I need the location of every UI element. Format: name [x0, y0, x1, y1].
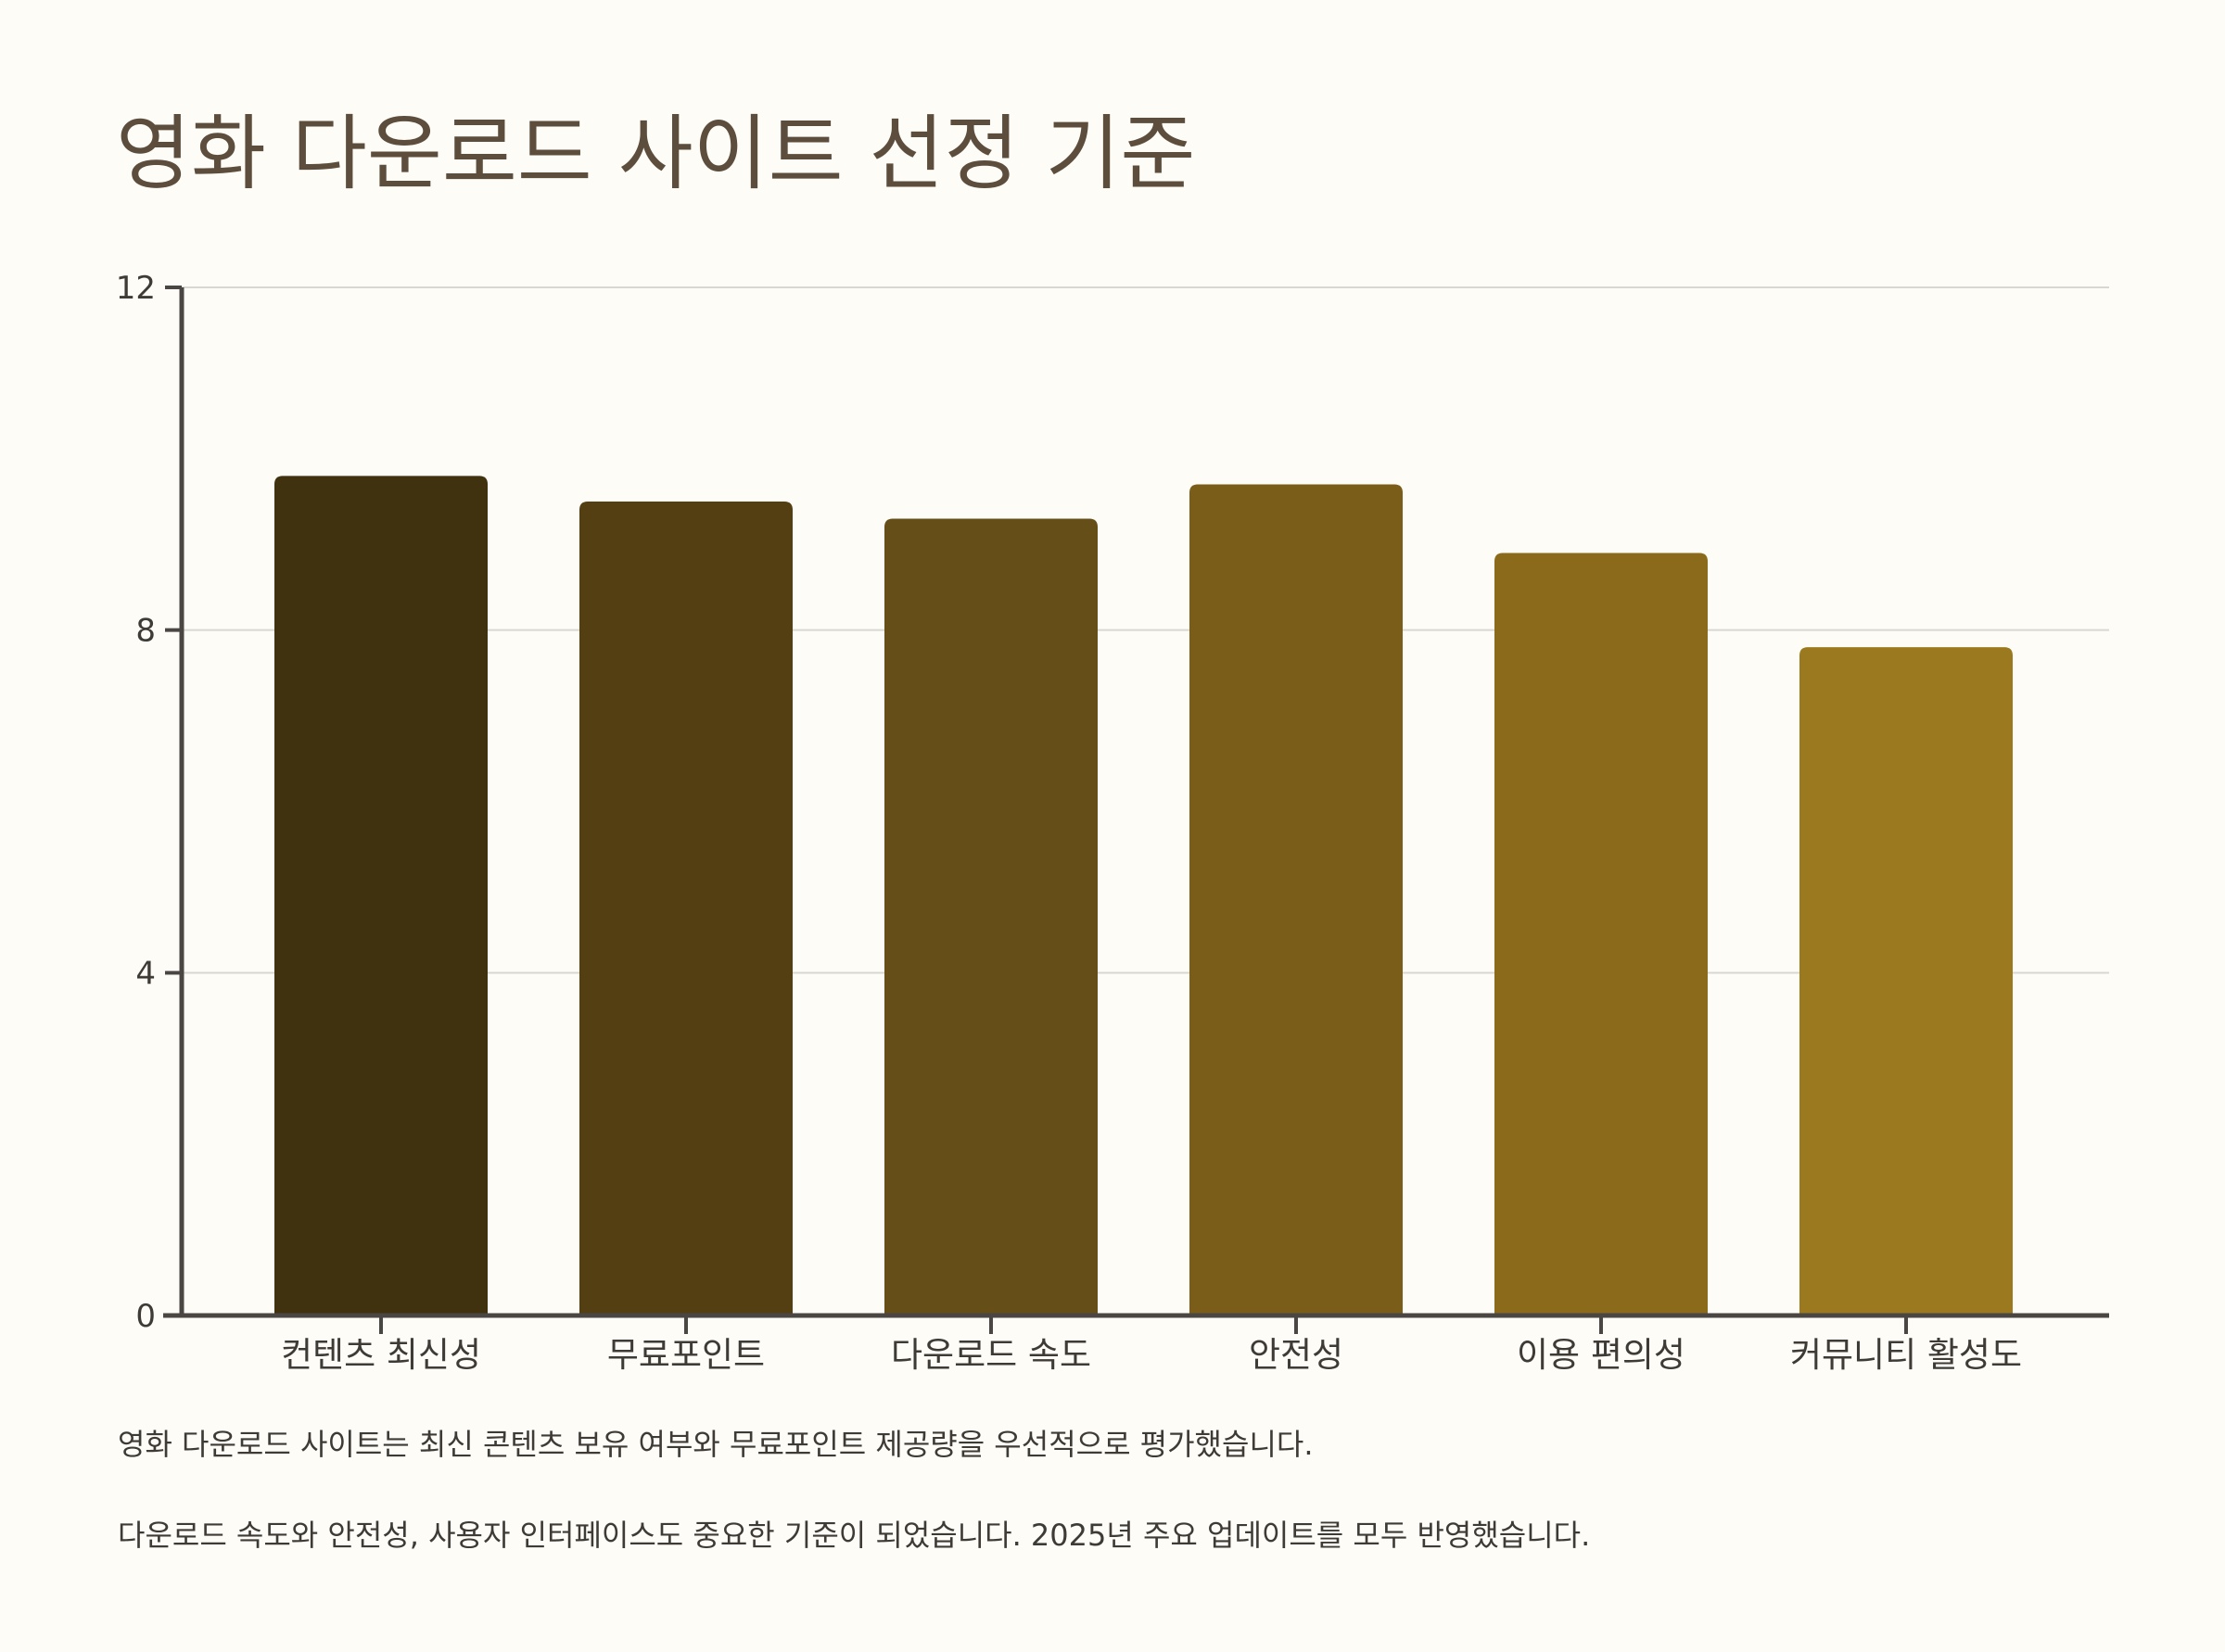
y-tick-label: 4	[135, 955, 156, 992]
page-title: 영화 다운로드 사이트 선정 기준	[116, 106, 1196, 201]
bars	[274, 476, 2013, 1315]
note-text-1: 영화 다운로드 사이트는 최신 콘텐츠 보유 여부와 무료포인트 제공량을 우선…	[118, 1427, 1314, 1462]
x-category-label: 무료포인트	[607, 1335, 765, 1375]
bar	[1494, 553, 1708, 1315]
x-category-label: 커뮤니티 활성도	[1790, 1335, 2022, 1375]
gridlines	[182, 286, 2109, 974]
x-category-label: 컨텐츠 최신성	[281, 1335, 481, 1375]
x-ticks: 컨텐츠 최신성 무료포인트 다운로드 속도 안전성 이용 편의성 커뮤니티 활성도	[281, 1315, 2022, 1375]
note-text-2: 다운로드 속도와 안전성, 사용자 인터페이스도 중요한 기준이 되었습니다. …	[118, 1518, 1591, 1553]
x-category-label: 다운로드 속도	[891, 1335, 1091, 1375]
bar	[274, 476, 488, 1315]
y-tick-label: 12	[116, 270, 156, 307]
bar	[1799, 647, 2013, 1315]
y-tick-label: 8	[135, 613, 156, 650]
y-ticks: 0 4 8 12	[116, 270, 182, 1335]
axes	[163, 287, 2109, 1318]
bar	[1189, 484, 1403, 1315]
bar	[579, 502, 793, 1315]
bar	[884, 518, 1098, 1315]
y-tick-label: 0	[135, 1298, 156, 1335]
x-category-label: 안전성	[1249, 1335, 1343, 1375]
x-category-label: 이용 편의성	[1517, 1335, 1685, 1375]
